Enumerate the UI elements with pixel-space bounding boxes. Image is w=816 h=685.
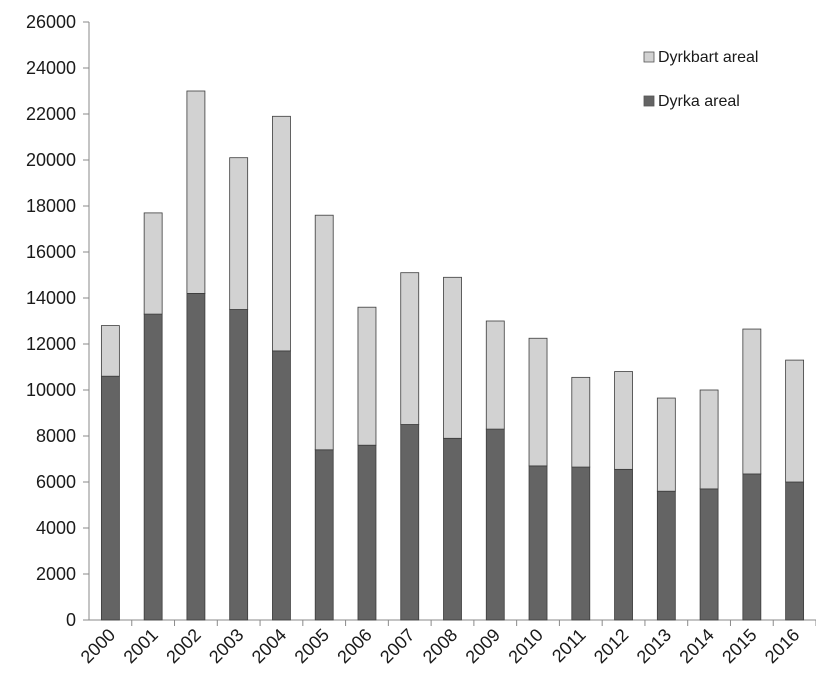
x-tick-label: 2014 <box>675 625 717 667</box>
bar-dyrka-2015 <box>742 473 762 621</box>
x-tick-label: 2016 <box>761 625 803 667</box>
bar-dyrkbart-2008 <box>443 276 462 439</box>
legend-swatch-dyrkbart <box>643 51 655 63</box>
x-tick-label: 2008 <box>419 625 461 667</box>
y-tick-label: 12000 <box>26 334 76 354</box>
legend-label-dyrkbart: Dyrkbart areal <box>658 49 758 66</box>
bar-dyrkbart-2004 <box>272 115 291 352</box>
x-tick-label: 2015 <box>718 625 760 667</box>
x-tick-label: 2003 <box>205 625 247 667</box>
bar-dyrkbart-2016 <box>785 359 805 483</box>
bar-dyrka-2011 <box>571 466 591 621</box>
x-tick-label: 2012 <box>590 625 632 667</box>
bar-dyrkbart-2011 <box>571 376 591 468</box>
bars <box>100 90 805 621</box>
bar-dyrka-2005 <box>314 449 334 621</box>
bar-dyrka-2012 <box>614 468 633 621</box>
bar-dyrkbart-2012 <box>614 371 633 470</box>
bar-dyrka-2006 <box>357 444 377 621</box>
y-tick-label: 24000 <box>26 58 76 78</box>
bar-dyrka-2013 <box>656 490 676 621</box>
y-tick-label: 22000 <box>26 104 76 124</box>
bar-dyrka-2008 <box>443 437 462 621</box>
bar-dyrka-2003 <box>229 309 249 621</box>
bar-dyrkbart-2006 <box>357 306 377 446</box>
x-tick-label: 2005 <box>291 625 333 667</box>
bar-dyrkbart-2005 <box>314 214 334 451</box>
x-tick-label: 2013 <box>633 625 675 667</box>
bar-dyrka-2009 <box>485 428 505 621</box>
x-tick-label: 2011 <box>548 625 590 667</box>
legend: Dyrkbart areal Dyrka areal <box>643 49 758 110</box>
bar-dyrkbart-2013 <box>656 397 676 492</box>
y-tick-label: 26000 <box>26 12 76 32</box>
bar-dyrka-2016 <box>785 481 805 621</box>
bar-dyrka-2010 <box>528 465 548 621</box>
legend-swatch-dyrka <box>643 95 655 107</box>
x-axis: 2000 2001 2002 2003 2004 2005 2006 2007 2008 2009… <box>77 619 816 667</box>
y-tick-label: 6000 <box>36 472 76 492</box>
bar-dyrka-2002 <box>186 292 206 621</box>
y-tick-label: 8000 <box>36 426 76 446</box>
x-tick-label: 2007 <box>376 625 418 667</box>
bar-dyrka-2004 <box>272 350 291 621</box>
x-tick-label: 2006 <box>333 625 375 667</box>
bar-dyrka-2000 <box>100 375 120 621</box>
bar-dyrkbart-2007 <box>400 272 420 425</box>
x-tick-label: 2000 <box>77 625 119 667</box>
bar-dyrkbart-2014 <box>699 389 719 490</box>
x-tick-label: 2004 <box>248 625 290 667</box>
y-tick-label: 0 <box>66 610 76 630</box>
bar-dyrkbart-2015 <box>742 328 762 475</box>
bar-dyrkbart-2010 <box>528 337 548 467</box>
x-tick-label: 2010 <box>504 625 546 667</box>
x-tick-label: 2002 <box>162 625 204 667</box>
y-tick-label: 14000 <box>26 288 76 308</box>
y-tick-label: 20000 <box>26 150 76 170</box>
bar-dyrka-2007 <box>400 424 420 621</box>
bar-dyrka-2001 <box>143 313 163 621</box>
y-tick-label: 18000 <box>26 196 76 216</box>
y-axis: 0 2000 4000 6000 8000 10000 12000 14000 16000 180… <box>26 12 90 630</box>
bar-dyrkbart-2001 <box>143 212 163 315</box>
bar-dyrkbart-2002 <box>186 90 206 294</box>
y-tick-label: 16000 <box>26 242 76 262</box>
x-tick-label: 2009 <box>462 625 504 667</box>
bar-dyrkbart-2009 <box>485 320 505 430</box>
legend-label-dyrka: Dyrka areal <box>658 93 740 110</box>
bar-dyrka-2014 <box>699 488 719 621</box>
x-tick-label: 2001 <box>120 625 162 667</box>
y-tick-label: 10000 <box>26 380 76 400</box>
bar-dyrkbart-2003 <box>229 157 249 310</box>
y-tick-label: 2000 <box>36 564 76 584</box>
y-tick-label: 4000 <box>36 518 76 538</box>
bar-dyrkbart-2000 <box>100 325 120 377</box>
